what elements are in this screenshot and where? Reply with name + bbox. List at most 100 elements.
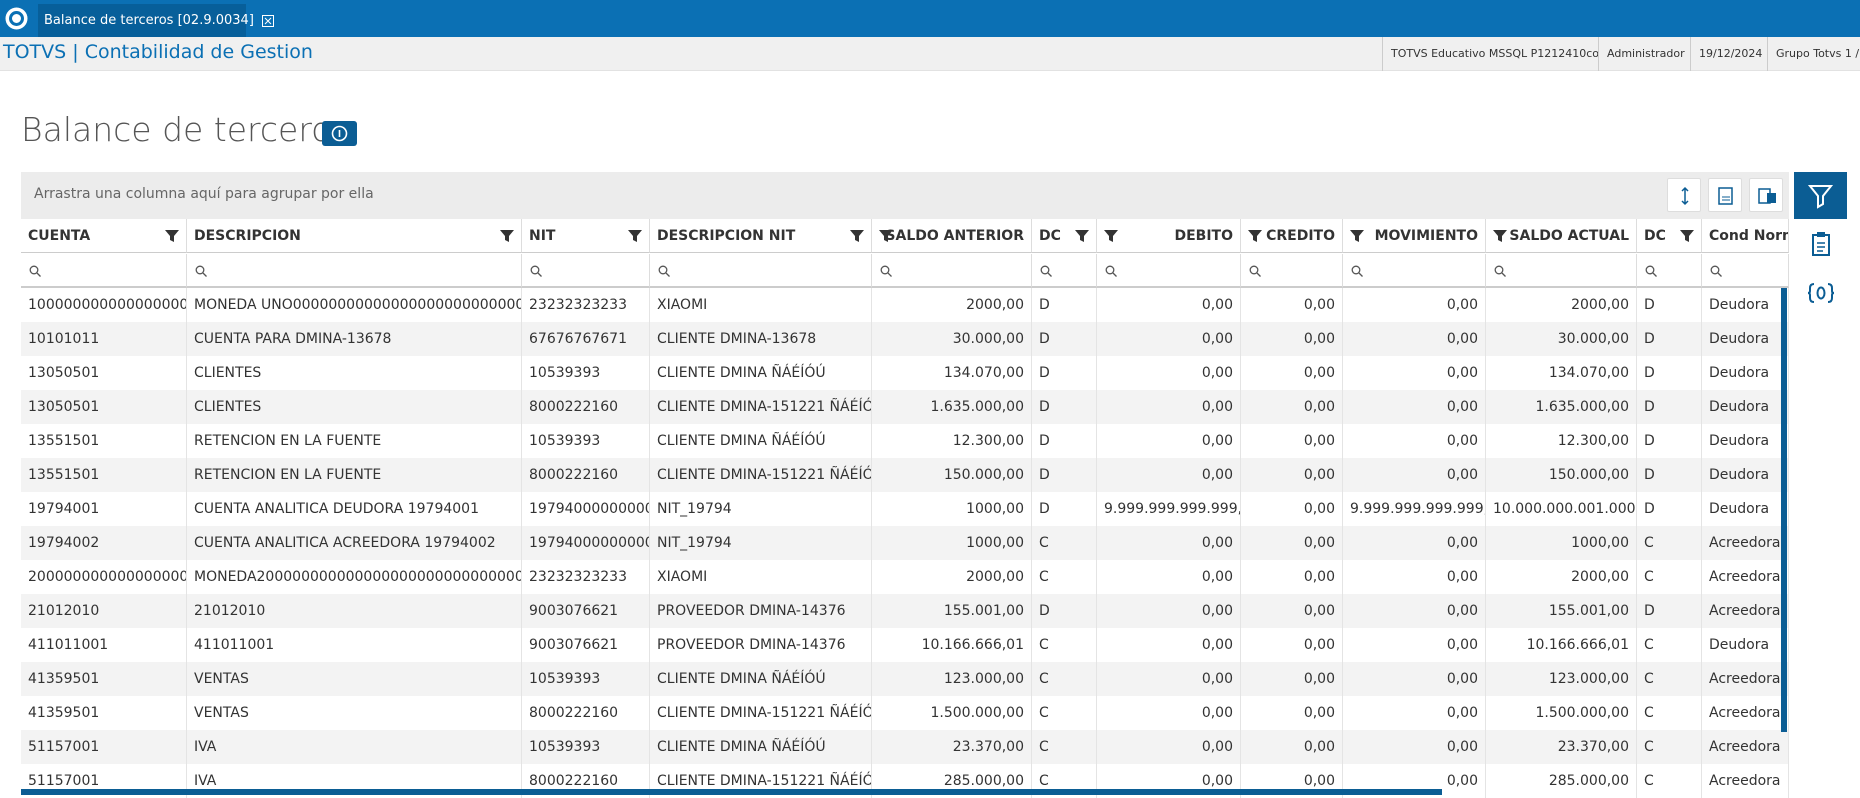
data-row[interactable]: 13551501 RETENCION EN LA FUENTE 8000222160… <box>21 458 1789 492</box>
data-cell: 0,00 <box>1097 594 1241 628</box>
data-cell: 150.000,00 <box>872 458 1032 492</box>
columns-button[interactable] <box>1749 178 1783 212</box>
filter-icon[interactable] <box>1493 229 1507 243</box>
app-logo[interactable] <box>4 6 29 31</box>
data-cell: 12.300,00 <box>872 424 1032 458</box>
column-search[interactable] <box>187 254 522 288</box>
filter-icon[interactable] <box>1075 229 1089 243</box>
column-search[interactable] <box>522 254 650 288</box>
data-cell: 0,00 <box>1241 560 1343 594</box>
data-cell: 10539393 <box>522 662 650 696</box>
filter-shape <box>1104 230 1118 242</box>
column-search[interactable] <box>21 254 187 288</box>
search-handle <box>1358 272 1363 277</box>
data-row[interactable]: 13551501 RETENCION EN LA FUENTE 10539393 CL… <box>21 424 1789 458</box>
group-toolbar <box>21 172 1789 219</box>
data-cell: Deudora <box>1702 424 1789 458</box>
info-button[interactable] <box>322 121 357 146</box>
search-input[interactable] <box>872 254 1031 286</box>
search-handle <box>1112 272 1117 277</box>
data-cell: 0,00 <box>1343 356 1486 390</box>
data-row[interactable]: 10101011 CUENTA PARA DMINA-13678 676767676… <box>21 322 1789 356</box>
column-search[interactable] <box>1702 254 1789 288</box>
data-row[interactable]: 13050501 CLIENTES 8000222160 CLIENTE DMINA-… <box>21 390 1789 424</box>
data-row[interactable]: 19794002 CUENTA ANALITICA ACREEDORA 19794… <box>21 526 1789 560</box>
density-button[interactable] <box>1667 178 1701 212</box>
data-row[interactable]: 10000000000000000000MONEDA UNO0000000000… <box>21 288 1789 322</box>
column-header[interactable]: DESCRIPCION <box>187 219 522 253</box>
data-cell: 0,00 <box>1097 730 1241 764</box>
search-input[interactable] <box>187 254 521 286</box>
column-header[interactable]: MOVIMIENTO <box>1343 219 1486 253</box>
clipboard-button[interactable] <box>1808 230 1834 260</box>
search-icon <box>1249 265 1261 277</box>
tab-close[interactable] <box>262 14 275 27</box>
column-header[interactable]: DC <box>1032 219 1097 253</box>
filter-icon[interactable] <box>500 229 514 243</box>
search-input[interactable] <box>1486 254 1636 286</box>
data-cell: 67676767671 <box>522 322 650 356</box>
filter-icon[interactable] <box>1350 229 1364 243</box>
column-header[interactable]: DC <box>1637 219 1702 253</box>
search-input[interactable] <box>1343 254 1485 286</box>
filter-icon[interactable] <box>850 229 864 243</box>
data-cell: 9003076621 <box>522 594 650 628</box>
column-header[interactable]: Cond Norma <box>1702 219 1789 253</box>
data-cell: 1000,00 <box>872 526 1032 560</box>
data-cell: 0,00 <box>1241 662 1343 696</box>
export-button[interactable] <box>1708 178 1742 212</box>
data-cell: 0,00 <box>1241 526 1343 560</box>
data-row[interactable]: 20000000000000000000MONEDA20000000000000… <box>21 560 1789 594</box>
column-search[interactable] <box>650 254 872 288</box>
data-cell: D <box>1032 424 1097 458</box>
filter-icon[interactable] <box>628 229 642 243</box>
column-header[interactable]: DEBITO <box>1097 219 1241 253</box>
column-search[interactable] <box>1032 254 1097 288</box>
column-search[interactable] <box>1486 254 1637 288</box>
data-cell: 0,00 <box>1097 526 1241 560</box>
column-search[interactable] <box>1097 254 1241 288</box>
filter-icon[interactable] <box>165 229 179 243</box>
data-row[interactable]: 51157001 IVA 10539393 CLIENTE DMINA ÑÁÉÍÓÚ 2… <box>21 730 1789 764</box>
data-row[interactable]: 21012010 21012010 9003076621 PROVEEDOR DMIN… <box>21 594 1789 628</box>
data-row[interactable]: 13050501 CLIENTES 10539393 CLIENTE DMINA ÑÁ… <box>21 356 1789 390</box>
filter-icon[interactable] <box>879 229 893 243</box>
column-header[interactable]: SALDO ANTERIOR <box>872 219 1032 253</box>
search-icon <box>658 265 670 277</box>
column-search[interactable] <box>1343 254 1486 288</box>
horizontal-scrollbar[interactable] <box>21 789 1442 795</box>
column-header[interactable]: CUENTA <box>21 219 187 253</box>
filter-icon[interactable] <box>1248 229 1262 243</box>
column-header[interactable]: DESCRIPCION NIT <box>650 219 872 253</box>
search-lens <box>658 265 668 275</box>
data-row[interactable]: 41359501 VENTAS 10539393 CLIENTE DMINA ÑÁÉÍ… <box>21 662 1789 696</box>
data-cell: CLIENTES <box>187 356 522 390</box>
data-cell: 0,00 <box>1343 696 1486 730</box>
column-search[interactable] <box>1637 254 1702 288</box>
data-cell: 41359501 <box>21 662 187 696</box>
variables-button[interactable] <box>1806 280 1836 306</box>
search-input[interactable] <box>1097 254 1240 286</box>
search-lens <box>1351 265 1361 275</box>
vertical-scrollbar[interactable] <box>1781 288 1787 732</box>
data-row[interactable]: 19794001 CUENTA ANALITICA DEUDORA 1979400… <box>21 492 1789 526</box>
data-row[interactable]: 41359501 VENTAS 8000222160 CLIENTE DMINA-15… <box>21 696 1789 730</box>
search-handle <box>1256 272 1261 277</box>
filter-panel-button[interactable] <box>1794 172 1847 219</box>
column-header[interactable]: NIT <box>522 219 650 253</box>
data-cell: Deudora <box>1702 288 1789 322</box>
column-header[interactable]: SALDO ACTUAL <box>1486 219 1637 253</box>
data-cell: PROVEEDOR DMINA-14376 <box>650 628 872 662</box>
search-input[interactable] <box>21 254 186 286</box>
search-input[interactable] <box>650 254 871 286</box>
tab[interactable]: Balance de terceros [02.9.0034] <box>38 4 275 37</box>
side-panel <box>1794 172 1847 798</box>
column-search[interactable] <box>1241 254 1343 288</box>
column-header-label: SALDO ACTUAL <box>1509 228 1629 244</box>
filter-icon[interactable] <box>1104 229 1118 243</box>
data-cell: 134.070,00 <box>872 356 1032 390</box>
column-search[interactable] <box>872 254 1032 288</box>
column-header[interactable]: CREDITO <box>1241 219 1343 253</box>
data-row[interactable]: 411011001 411011001 9003076621 PROVEEDOR DM… <box>21 628 1789 662</box>
filter-icon[interactable] <box>1680 229 1694 243</box>
